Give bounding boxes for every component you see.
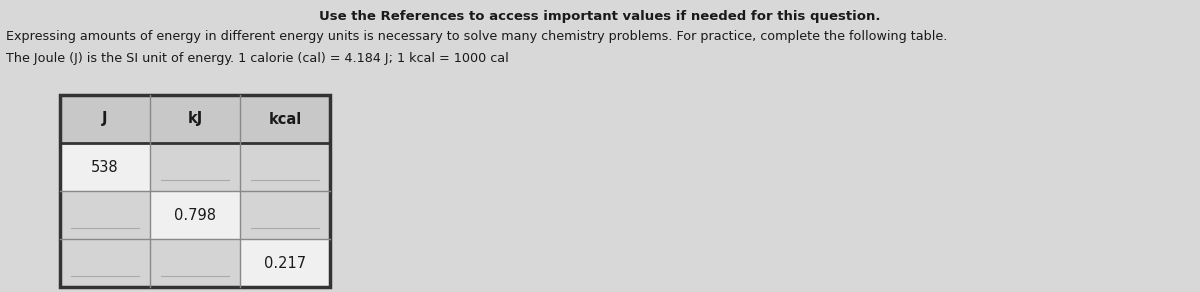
Text: 538: 538: [91, 159, 119, 175]
Bar: [150, 239, 240, 287]
Bar: [150, 143, 240, 191]
Bar: [150, 191, 240, 239]
Bar: [60, 95, 150, 143]
Text: 0.217: 0.217: [264, 256, 306, 270]
Bar: [240, 191, 330, 239]
Bar: [150, 95, 240, 143]
Text: kcal: kcal: [269, 112, 301, 126]
Text: Use the References to access important values if needed for this question.: Use the References to access important v…: [319, 10, 881, 23]
Bar: [60, 191, 150, 239]
Bar: [60, 239, 150, 287]
Text: 0.798: 0.798: [174, 208, 216, 223]
Text: J: J: [102, 112, 108, 126]
Text: kJ: kJ: [187, 112, 203, 126]
Bar: [60, 143, 150, 191]
Bar: [240, 239, 330, 287]
Text: Expressing amounts of energy in different energy units is necessary to solve man: Expressing amounts of energy in differen…: [6, 30, 947, 43]
Bar: [240, 143, 330, 191]
Text: The Joule (J) is the SI unit of energy. 1 calorie (cal) = 4.184 J; 1 kcal = 1000: The Joule (J) is the SI unit of energy. …: [6, 52, 509, 65]
Bar: [240, 95, 330, 143]
Bar: [60, 95, 330, 287]
